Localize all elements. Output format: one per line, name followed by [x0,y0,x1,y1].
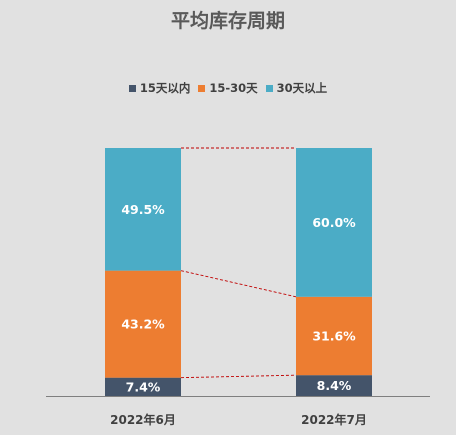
bar-jul-under-15 [296,375,372,396]
series-line-under-15 [180,374,297,379]
data-label-jun-over-30: 49.5% [121,202,165,217]
bar-jun-under-15 [105,377,181,396]
series-line-15-30 [180,270,297,298]
legend-item-over-30: 30天以上 [265,80,328,96]
legend-swatch-under-15 [128,84,136,92]
legend-label-15-30: 15-30天 [209,81,258,95]
bar-jun-15-30 [105,270,181,378]
data-label-jul-over-30: 60.0% [312,215,356,230]
chart-title: 平均库存周期 [170,10,285,32]
data-label-jun-15-30: 43.2% [121,317,165,332]
legend-swatch-over-30 [265,84,273,92]
legend-label-under-15: 15天以内 [139,81,191,95]
bar-jun-over-30 [105,148,181,271]
legend-label-over-30: 30天以上 [276,81,328,95]
data-label-jul-15-30: 31.6% [312,328,356,343]
bar-jul-over-30 [296,148,372,297]
bar-jul-15-30 [296,296,372,376]
legend-item-under-15: 15天以内 [128,80,191,96]
legend-swatch-15-30 [198,84,206,92]
data-label-jun-under-15: 7.4% [126,379,161,394]
category-label-jul: 2022年7月 [301,412,367,427]
data-label-jul-under-15: 8.4% [317,378,352,393]
legend: 15天以内 15-30天 30天以上 [0,80,456,96]
category-label-jun: 2022年6月 [110,412,176,427]
legend-item-15-30: 15-30天 [198,80,258,96]
